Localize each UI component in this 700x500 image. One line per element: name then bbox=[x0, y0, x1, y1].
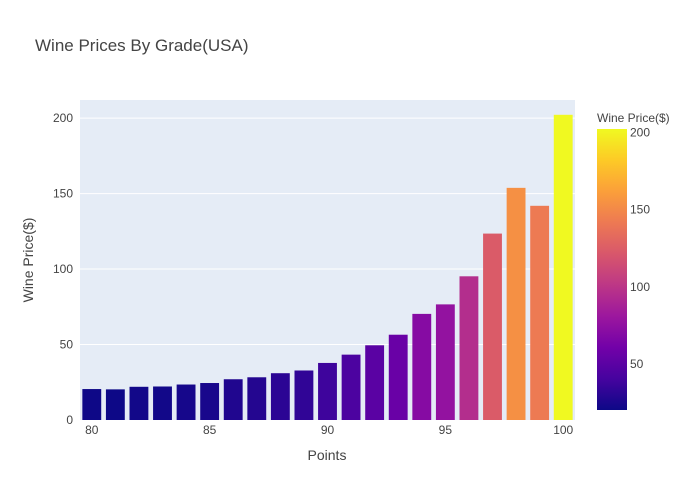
x-tick-label: 90 bbox=[321, 423, 335, 437]
colorbar-tick-label: 100 bbox=[630, 280, 650, 294]
bar-100 bbox=[553, 114, 573, 420]
x-tick-label: 95 bbox=[439, 423, 453, 437]
bar-85 bbox=[200, 383, 220, 420]
bar-95 bbox=[435, 304, 455, 420]
bar-84 bbox=[176, 384, 196, 420]
bar-81 bbox=[105, 389, 125, 420]
bar-88 bbox=[270, 373, 290, 420]
bar-94 bbox=[412, 313, 432, 420]
x-axis-title: Points bbox=[308, 447, 347, 463]
bar-91 bbox=[341, 354, 361, 420]
bar-83 bbox=[153, 386, 172, 420]
colorbar: Wine Price($) 50 100 150 200 bbox=[597, 111, 670, 410]
bar-86 bbox=[223, 379, 243, 420]
x-tick-label: 80 bbox=[85, 423, 99, 437]
colorbar-tick-label: 150 bbox=[630, 203, 650, 217]
bars bbox=[82, 114, 573, 420]
bar-80 bbox=[82, 389, 102, 420]
bar-90 bbox=[318, 362, 337, 420]
y-tick-label: 150 bbox=[53, 187, 73, 201]
y-axis-ticks: 0 50 100 150 200 bbox=[53, 111, 73, 427]
x-tick-label: 100 bbox=[553, 423, 573, 437]
y-tick-label: 0 bbox=[66, 413, 73, 427]
x-axis-ticks: 80 85 90 95 100 bbox=[85, 423, 573, 437]
bar-87 bbox=[247, 377, 267, 420]
bar-99 bbox=[530, 205, 550, 420]
y-tick-label: 200 bbox=[53, 111, 73, 125]
y-tick-label: 100 bbox=[53, 262, 73, 276]
colorbar-title: Wine Price($) bbox=[597, 111, 670, 125]
bar-82 bbox=[129, 386, 149, 420]
bar-89 bbox=[294, 370, 314, 420]
x-tick-label: 85 bbox=[203, 423, 217, 437]
bar-98 bbox=[506, 187, 526, 420]
bar-97 bbox=[483, 233, 502, 420]
y-tick-label: 50 bbox=[60, 338, 74, 352]
colorbar-tick-label: 200 bbox=[630, 125, 650, 139]
bar-92 bbox=[365, 345, 385, 420]
chart-title: Wine Prices By Grade(USA) bbox=[35, 36, 249, 55]
bar-93 bbox=[388, 334, 408, 420]
bar-96 bbox=[459, 276, 479, 420]
y-axis-title: Wine Price($) bbox=[20, 218, 36, 303]
colorbar-tick-label: 50 bbox=[630, 357, 644, 371]
colorbar-gradient bbox=[597, 129, 627, 410]
colorbar-ticks: 50 100 150 200 bbox=[630, 125, 650, 371]
